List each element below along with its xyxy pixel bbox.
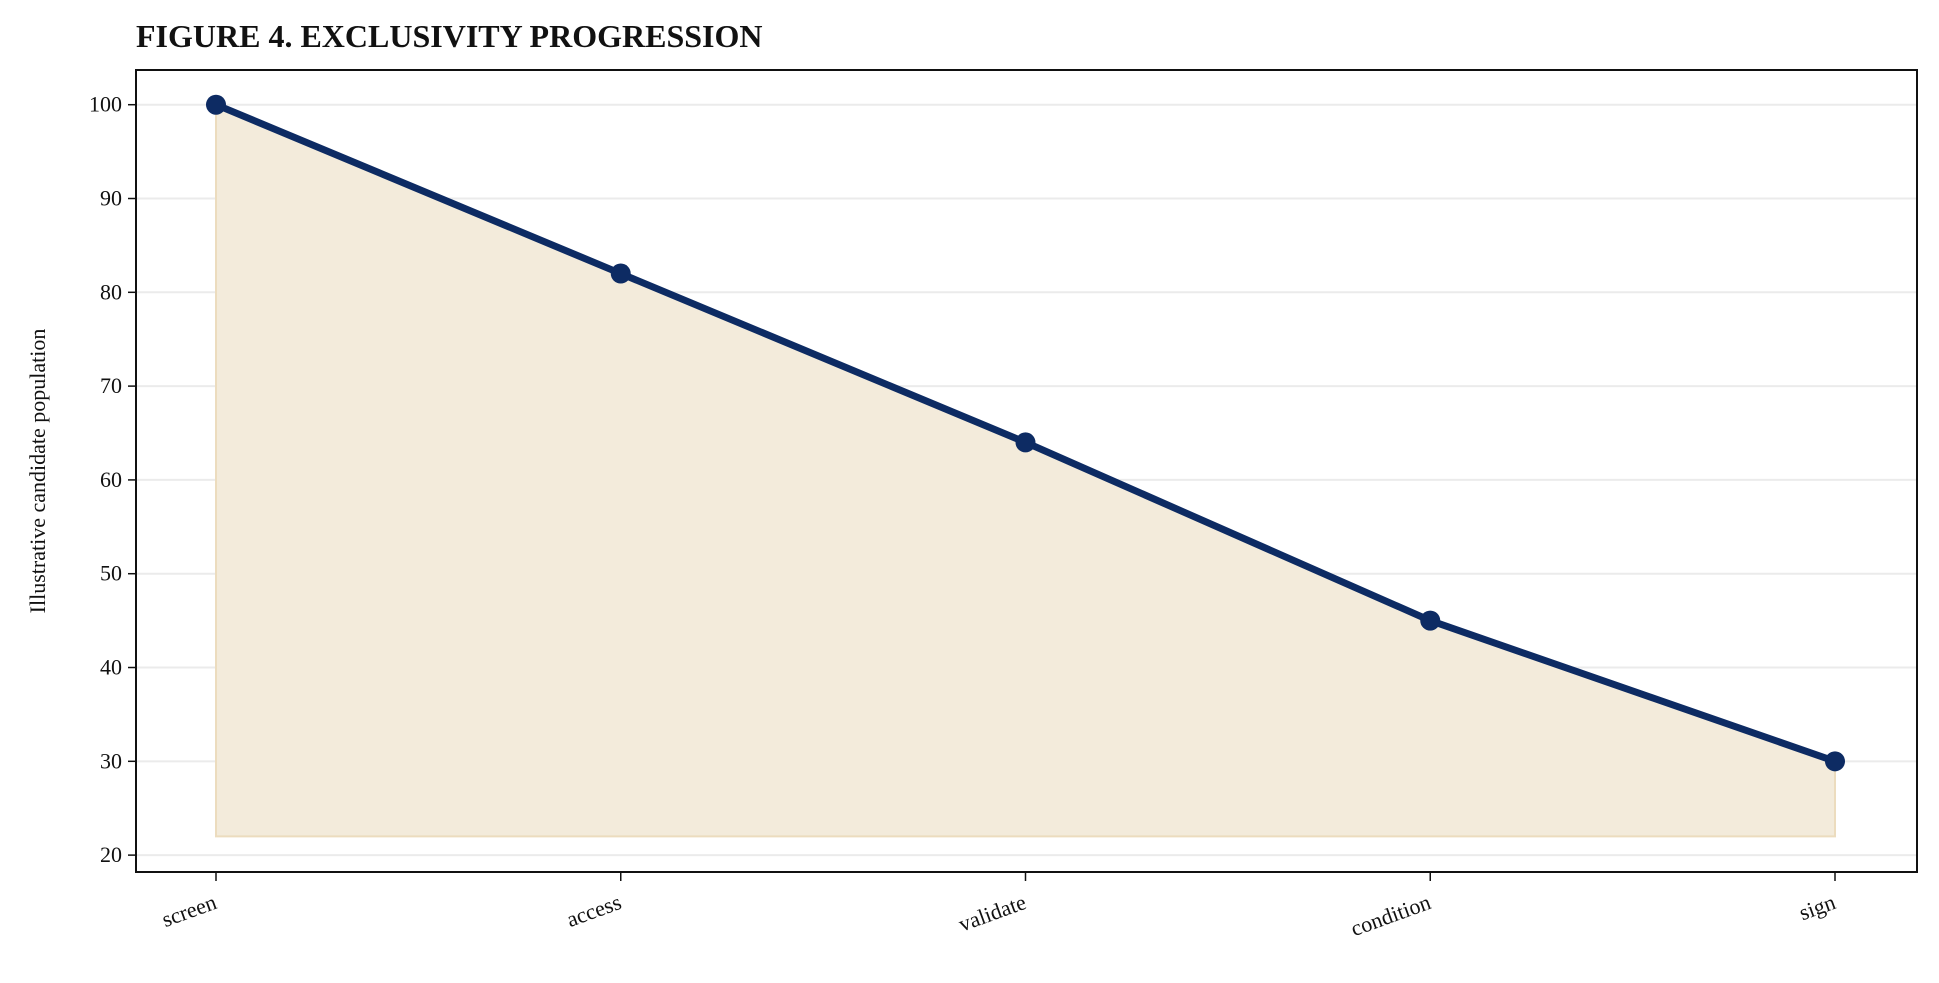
area-fill	[215, 103, 1836, 838]
y-tick-label: 60	[100, 467, 122, 492]
point	[206, 94, 226, 115]
y-tick-label: 90	[100, 186, 122, 211]
plot-frame	[135, 69, 1918, 873]
x-tick-label: access	[563, 889, 624, 932]
y-tick-label: 20	[100, 842, 122, 867]
x-tick-label: screen	[158, 889, 219, 932]
y-tick-label: 80	[100, 279, 122, 304]
point	[610, 263, 631, 284]
y-tick-label: 50	[100, 561, 122, 586]
y-tick-label: 30	[100, 748, 122, 773]
x-tick-label: validate	[955, 889, 1029, 936]
point	[1015, 432, 1036, 453]
x-tick-label: sign	[1796, 889, 1839, 925]
y-tick-label: 70	[100, 373, 122, 398]
y-tick-label: 100	[89, 92, 122, 117]
point	[1825, 751, 1845, 772]
y-axis-label: Illustrative candidate population	[25, 329, 50, 614]
y-tick-label: 40	[100, 655, 122, 680]
x-tick-label: condition	[1347, 889, 1434, 941]
point	[1420, 610, 1441, 631]
chart-title: FIGURE 4. EXCLUSIVITY PROGRESSION	[136, 18, 762, 54]
